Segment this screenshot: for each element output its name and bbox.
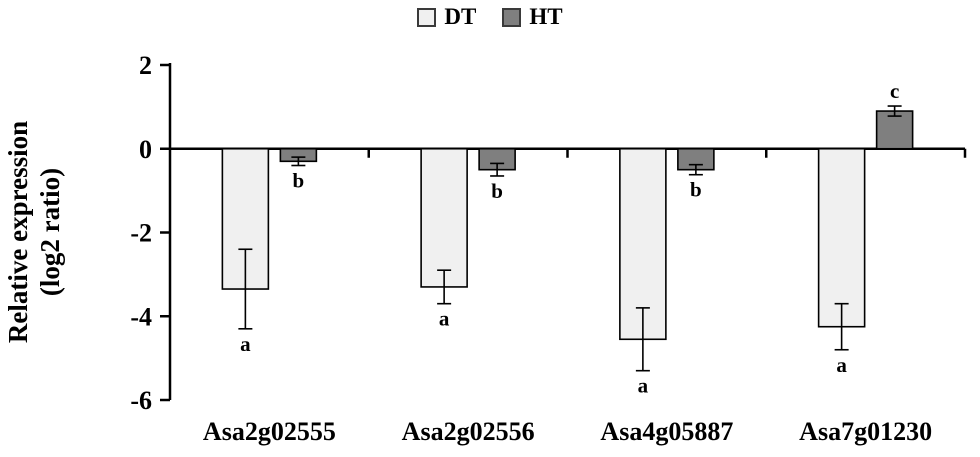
dt-swatch-icon	[417, 7, 437, 27]
x-category-label: Asa2g02556	[402, 417, 535, 446]
y-axis-title-line1: Relative expression	[3, 120, 33, 344]
sig-letter: a	[836, 353, 847, 377]
y-tick-label: -6	[130, 386, 152, 415]
x-category-label: Asa4g05887	[600, 417, 733, 446]
sig-letter: a	[439, 307, 450, 331]
x-category-label: Asa2g02555	[203, 417, 336, 446]
chart-legend: DT HT	[0, 4, 980, 30]
bar-DT-Asa2g02556	[420, 147, 468, 288]
sig-letter: a	[638, 374, 649, 398]
bar-DT-Asa7g01230	[817, 147, 866, 328]
sig-letter: c	[890, 79, 899, 103]
legend-item-ht: HT	[502, 4, 563, 30]
sig-letter: b	[690, 178, 702, 202]
y-tick-label: 0	[139, 135, 152, 164]
y-tick-label: -4	[130, 302, 152, 331]
x-category-label: Asa7g01230	[799, 417, 932, 446]
y-axis-title-line2: (log2 ratio)	[35, 167, 66, 297]
sig-letter: a	[240, 332, 251, 356]
y-tick-label: -2	[130, 219, 152, 248]
y-axis-title: Relative expression (log2 ratio)	[2, 62, 74, 402]
legend-label-dt: DT	[444, 4, 477, 29]
y-tick-label: 2	[139, 51, 152, 80]
legend-item-dt: DT	[417, 4, 476, 30]
ht-swatch-icon	[502, 7, 522, 27]
legend-label-ht: HT	[529, 4, 563, 29]
sig-letter: b	[293, 169, 305, 193]
sig-letter: b	[491, 179, 503, 203]
